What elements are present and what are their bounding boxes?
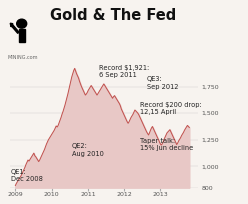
Text: Taper talk:
15% Jun decline: Taper talk: 15% Jun decline [140, 138, 194, 152]
FancyArrow shape [10, 23, 19, 33]
Text: MINING.com: MINING.com [7, 55, 38, 60]
FancyArrow shape [19, 29, 25, 42]
Text: Record $1,921:
6 Sep 2011: Record $1,921: 6 Sep 2011 [99, 64, 149, 78]
Text: Gold & The Fed: Gold & The Fed [50, 8, 176, 23]
Text: QE3:
Sep 2012: QE3: Sep 2012 [147, 76, 178, 90]
Text: Record $200 drop:
12,15 April: Record $200 drop: 12,15 April [140, 102, 202, 115]
Ellipse shape [17, 19, 27, 28]
Text: QE1:
Dec 2008: QE1: Dec 2008 [11, 169, 43, 182]
Text: QE2:
Aug 2010: QE2: Aug 2010 [71, 143, 103, 157]
